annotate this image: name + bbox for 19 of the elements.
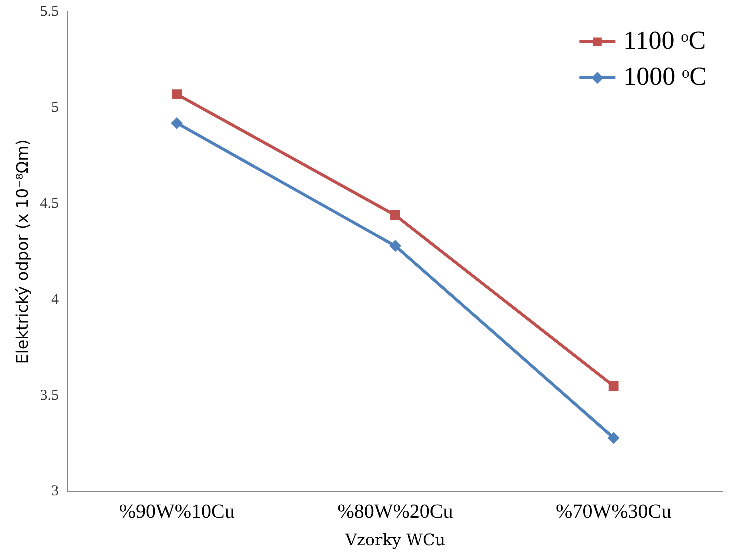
point	[172, 90, 182, 100]
x-tick-label: %80W%20Cu	[338, 501, 454, 524]
y-axis-title: Elektrický odpor (x 10⁻⁸Ωm)	[12, 140, 32, 364]
y-tick-label: 3.5	[40, 388, 59, 404]
x-axis-title: Vzorky WCu	[344, 530, 446, 550]
legend-label: 1100 ᵒC	[624, 26, 706, 55]
point	[608, 432, 620, 444]
x-tick-label: %90W%10Cu	[119, 501, 235, 524]
legend-label: 1000 ᵒC	[624, 62, 708, 91]
y-tick-label: 3	[51, 484, 59, 500]
y-tick-label: 4	[51, 292, 60, 308]
y-tick-label: 4.5	[40, 196, 59, 212]
y-tick-label: 5	[51, 100, 59, 116]
y-tick-label: 5.5	[40, 4, 59, 20]
point	[608, 381, 619, 392]
point	[389, 240, 402, 252]
x-tick-label: %70W%30Cu	[556, 501, 672, 524]
point	[390, 210, 400, 220]
point	[171, 117, 184, 130]
